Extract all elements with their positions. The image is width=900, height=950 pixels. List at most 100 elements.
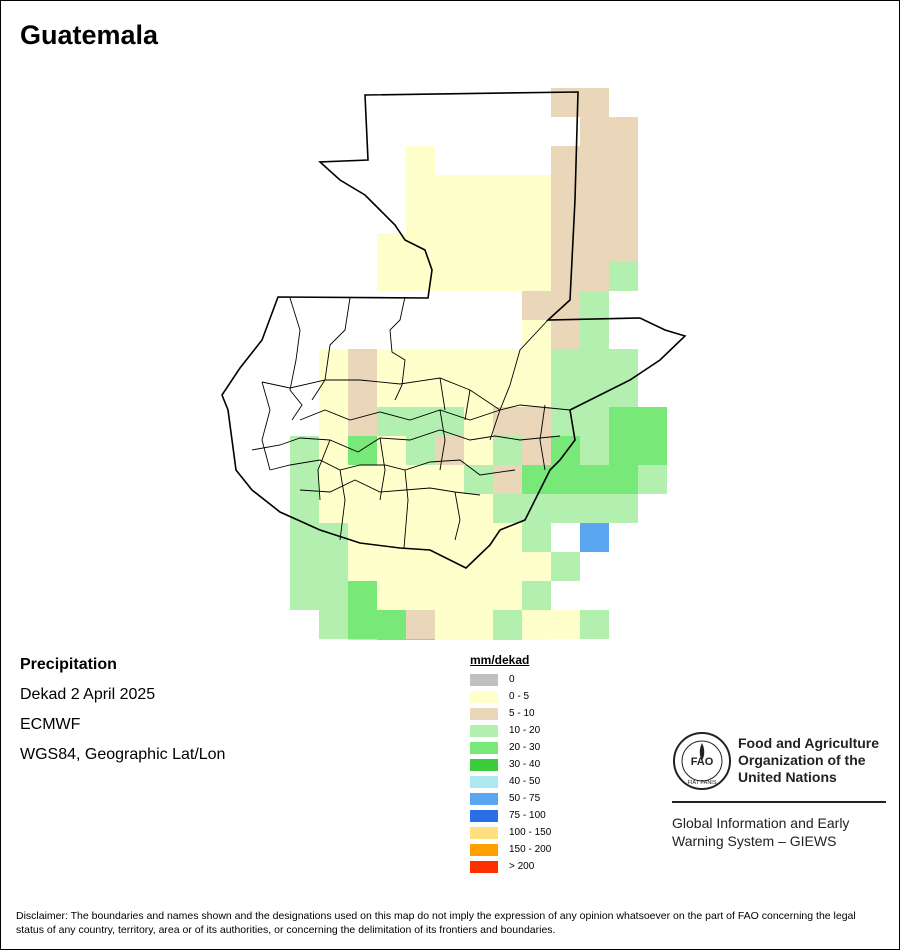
grid-cell: [377, 494, 406, 523]
grid-cell: [609, 378, 638, 407]
svg-text:FAO: FAO: [691, 756, 714, 768]
legend-item: 5 - 10: [470, 705, 551, 722]
grid-cell: [638, 465, 667, 494]
grid-cell: [493, 436, 522, 465]
precipitation-map: [221, 88, 687, 640]
grid-cell: [580, 262, 609, 291]
legend-swatch: [470, 792, 498, 805]
grid-cell: [348, 639, 377, 640]
legend-swatch: [470, 690, 498, 703]
grid-cell: [609, 175, 638, 204]
grid-cell: [493, 349, 522, 378]
grid-cell: [493, 262, 522, 291]
grid-cell: [580, 523, 609, 552]
grid-cell: [551, 378, 580, 407]
grid-cell: [609, 146, 638, 175]
legend-label: > 200: [509, 861, 535, 872]
legend-swatch: [470, 843, 498, 856]
grid-cell: [377, 639, 406, 640]
projection-label: WGS84, Geographic Lat/Lon: [20, 746, 226, 763]
grid-cell: [638, 436, 667, 465]
legend-item: > 200: [470, 858, 551, 875]
grid-cell: [551, 233, 580, 262]
grid-cell: [377, 610, 406, 639]
grid-cell: [580, 320, 609, 349]
grid-cell: [493, 204, 522, 233]
grid-cell: [435, 610, 464, 639]
grid-cell: [493, 378, 522, 407]
grid-cell: [319, 552, 348, 581]
legend-label: 75 - 100: [509, 810, 546, 821]
grid-cell: [406, 581, 435, 610]
grid-cell: [319, 581, 348, 610]
grid-cell: [609, 465, 638, 494]
grid-cell: [551, 320, 580, 349]
grid-cell: [348, 349, 377, 378]
grid-cell: [580, 146, 609, 175]
grid-cell: [522, 465, 551, 494]
grid-cell: [348, 610, 377, 639]
legend-item: 100 - 150: [470, 824, 551, 841]
grid-cell: [580, 494, 609, 523]
grid-cell: [319, 436, 348, 465]
grid-cell: [609, 204, 638, 233]
grid-cell: [464, 436, 493, 465]
grid-cell: [493, 581, 522, 610]
grid-cell: [580, 117, 609, 146]
grid-cell: [551, 349, 580, 378]
legend-title: mm/dekad: [470, 653, 530, 667]
grid-cell: [435, 175, 464, 204]
legend-swatch: [470, 826, 498, 839]
grid-cell: [493, 465, 522, 494]
grid-cell: [406, 436, 435, 465]
legend-swatch: [470, 860, 498, 873]
grid-cell: [522, 320, 551, 349]
grid-cell: [406, 523, 435, 552]
grid-cell: [522, 494, 551, 523]
grid-cell: [406, 204, 435, 233]
grid-cell: [348, 552, 377, 581]
map-info: Precipitation Dekad 2 April 2025 ECMWF W…: [20, 656, 225, 776]
grid-cell: [464, 639, 493, 640]
grid-cell: [551, 262, 580, 291]
grid-cell: [551, 465, 580, 494]
grid-cell: [435, 204, 464, 233]
grid-cell: [522, 204, 551, 233]
grid-cell: [551, 204, 580, 233]
grid-cell: [522, 262, 551, 291]
grid-cell: [348, 494, 377, 523]
grid-cell: [522, 378, 551, 407]
grid-cell: [522, 436, 551, 465]
legend-swatch: [470, 741, 498, 754]
country-outline: [221, 91, 687, 569]
grid-cell: [435, 523, 464, 552]
grid-cell: [522, 291, 551, 320]
grid-cell: [435, 378, 464, 407]
legend-label: 30 - 40: [509, 759, 541, 770]
legend-item: 0: [470, 671, 551, 688]
grid-cell: [493, 552, 522, 581]
grid-cell: [522, 523, 551, 552]
grid-cell: [580, 88, 609, 117]
grid-cell: [580, 610, 609, 639]
grid-cell: [406, 639, 435, 640]
grid-cell: [493, 407, 522, 436]
grid-cell: [464, 465, 493, 494]
grid-cell: [406, 349, 435, 378]
grid-cell: [580, 233, 609, 262]
legend-swatch: [470, 673, 498, 686]
precipitation-grid: [290, 88, 667, 640]
grid-cell: [435, 581, 464, 610]
grid-cell: [551, 407, 580, 436]
legend-label: 150 - 200: [509, 844, 552, 855]
grid-cell: [406, 407, 435, 436]
grid-cell: [435, 233, 464, 262]
legend-item: 40 - 50: [470, 773, 551, 790]
grid-cell: [348, 581, 377, 610]
grid-cell: [580, 465, 609, 494]
grid-cell: [464, 407, 493, 436]
grid-cell: [493, 639, 522, 640]
grid-cell: [290, 436, 319, 465]
grid-cell: [435, 262, 464, 291]
legend-swatch: [470, 809, 498, 822]
